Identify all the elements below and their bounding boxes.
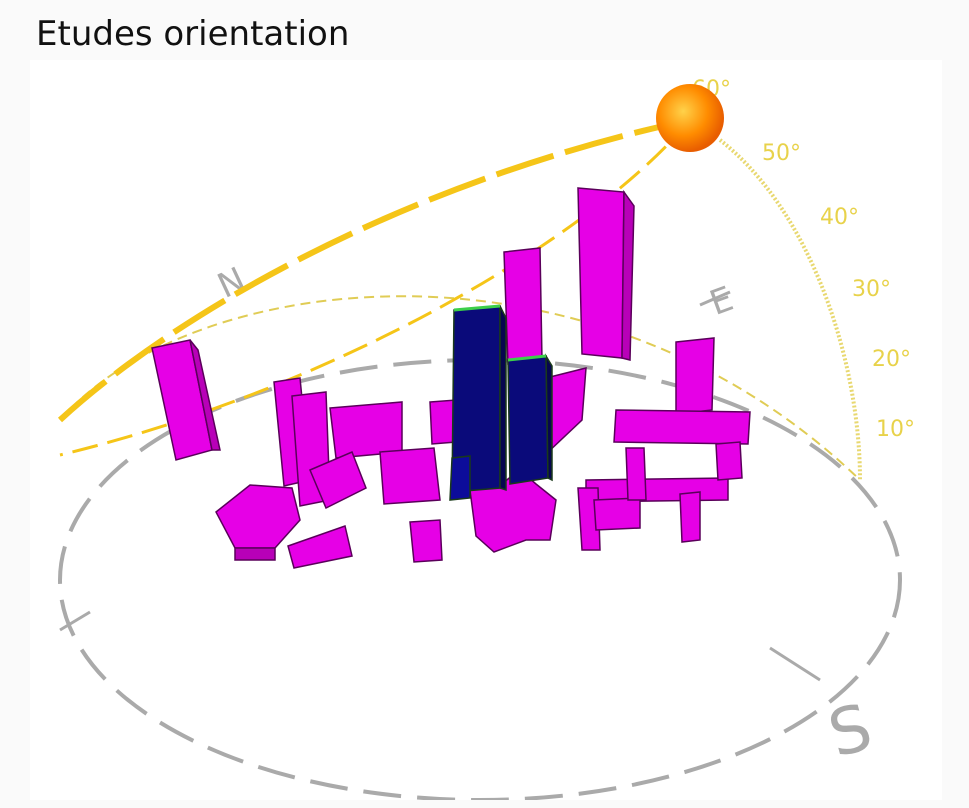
south-label: S xyxy=(821,691,879,773)
horizon-arc xyxy=(59,295,861,481)
elevation-mark-40: 40° xyxy=(820,205,859,230)
elevation-mark-30: 30° xyxy=(852,277,891,302)
building-cluster-c xyxy=(329,401,403,459)
building-right-bar xyxy=(613,409,751,445)
altitude-arc xyxy=(718,138,862,481)
page-title: Etudes orientation xyxy=(36,14,350,54)
east-tick xyxy=(699,290,731,307)
building-right-tall xyxy=(577,187,625,359)
building-right-low-d xyxy=(625,447,647,501)
elevation-mark-50: 50° xyxy=(762,141,801,166)
building-right-block xyxy=(675,337,715,415)
building-right-low-a xyxy=(585,477,729,503)
north-label: N xyxy=(212,260,252,307)
building-right-low-f xyxy=(715,441,743,481)
building-slab xyxy=(287,525,353,569)
elevation-mark-20: 20° xyxy=(872,347,911,372)
elevation-ray xyxy=(59,119,692,457)
building-round xyxy=(215,484,301,549)
sun-orientation-diagram: N E S 60° 50° 40° 30° 20° 10° xyxy=(30,60,942,800)
west-tick xyxy=(59,610,91,632)
sun-icon xyxy=(656,84,724,152)
building-right-low-c xyxy=(593,497,641,531)
study-building xyxy=(449,304,553,501)
building-small-l xyxy=(409,519,443,563)
elevation-mark-10: 10° xyxy=(876,417,915,442)
scene-svg: N E S 60° 50° 40° 30° 20° 10° xyxy=(57,77,915,800)
building-center-column xyxy=(503,247,543,365)
east-label: E xyxy=(705,279,739,324)
building-right-low-e xyxy=(679,491,701,543)
neighbor-buildings xyxy=(151,187,751,569)
south-tick xyxy=(769,646,821,682)
building-cluster-e xyxy=(309,451,367,510)
sun-path-arc xyxy=(57,117,691,423)
building-cluster-d xyxy=(379,447,441,505)
